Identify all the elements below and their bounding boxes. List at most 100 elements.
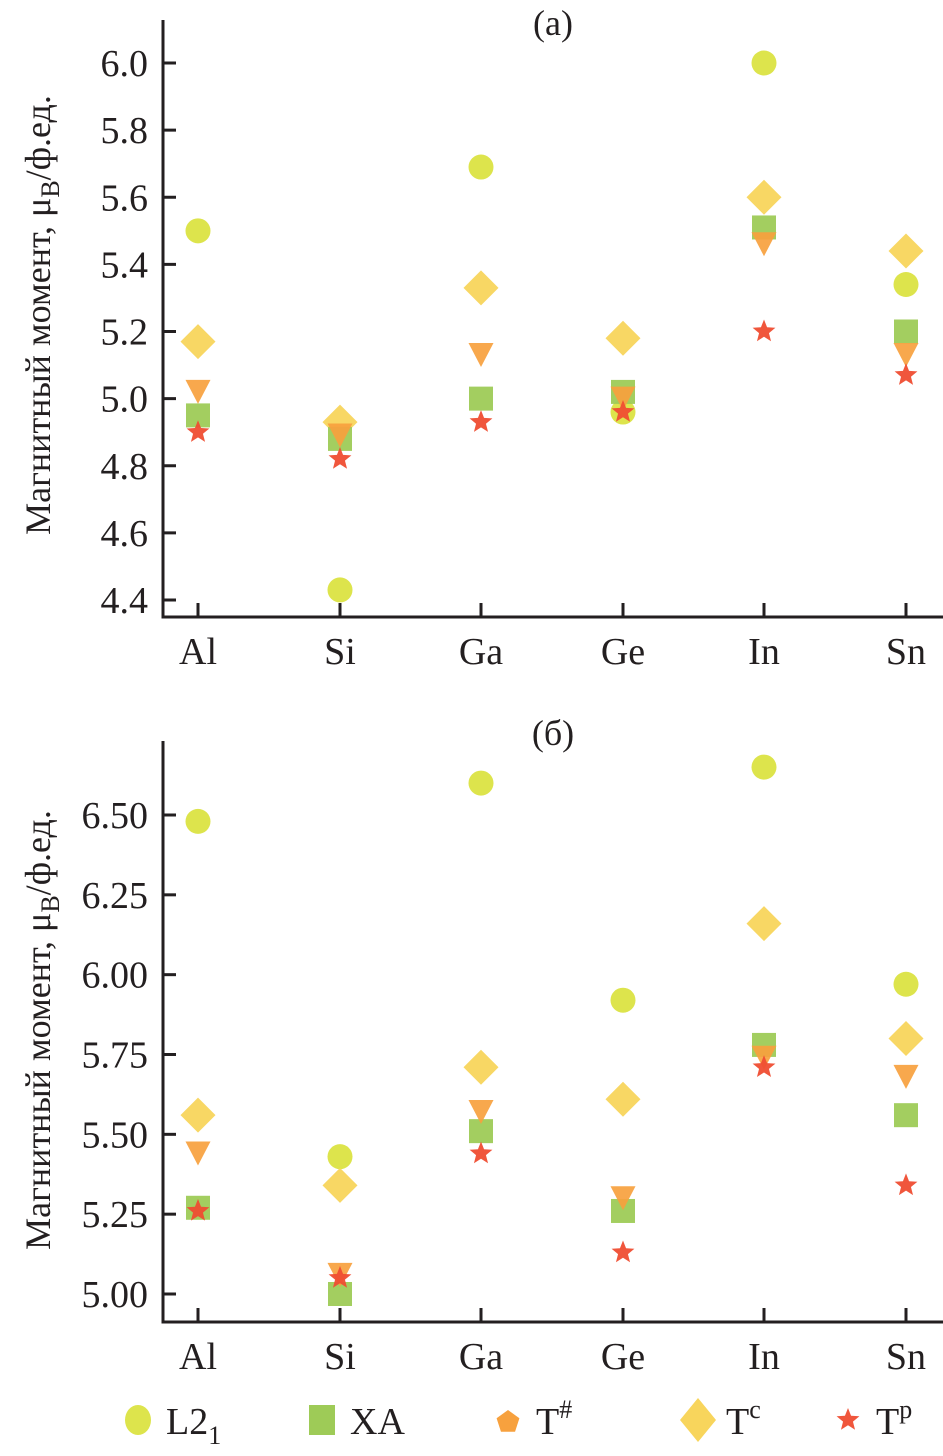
x-tick-label: Ga [459, 1336, 503, 1378]
x-tick-label: Si [324, 631, 356, 673]
panel-title: (б) [532, 713, 574, 753]
point-star-ge [611, 1240, 635, 1263]
y-tick-label: 5.6 [101, 177, 149, 219]
legend-label: L21 [166, 1401, 221, 1450]
y-tick-label: 5.75 [82, 1035, 149, 1077]
point-diamond-in [746, 179, 782, 215]
legend: L21 XA T# Tc Tp [125, 1395, 912, 1450]
point-circle-in [751, 754, 777, 780]
y-tick-label: 5.2 [101, 312, 149, 354]
legend-label: Tc [726, 1395, 761, 1443]
series-tp [186, 1055, 918, 1288]
axes [161, 741, 943, 1324]
legend-item: XA [309, 1401, 405, 1443]
y-axis-label: Магнитный момент, μB/ф.ед. [18, 95, 65, 535]
series-xa [186, 215, 918, 451]
series-tc [180, 179, 924, 440]
point-star-in [752, 1055, 776, 1077]
point-circle-in [751, 50, 777, 76]
y-tick-label: 6.0 [101, 43, 149, 85]
point-diamond-si [322, 1167, 358, 1203]
point-star-sn [894, 1173, 918, 1196]
y-tick-label: 5.0 [101, 379, 149, 421]
point-diamond-sn [888, 233, 924, 269]
y-tick-label: 6.50 [82, 795, 149, 837]
point-diamond-ga [463, 1049, 499, 1085]
x-tick-label: Sn [886, 631, 926, 673]
y-tick-label: 5.50 [82, 1114, 149, 1156]
point-star-in [752, 319, 776, 342]
legend-item: Tp [836, 1395, 912, 1443]
point-triangle-down-in [751, 232, 777, 257]
legend-item: Tc [680, 1395, 761, 1443]
x-tick-label: Si [324, 1336, 356, 1378]
y-tick-label: 5.00 [82, 1274, 149, 1316]
point-circle-si [327, 577, 353, 603]
point-diamond-in [746, 906, 782, 942]
point-triangle-down-ge [610, 1186, 636, 1211]
point-star-ge [611, 400, 635, 422]
point-diamond-al [180, 1097, 216, 1133]
point-square-sn [894, 1103, 918, 1128]
point-star-si [328, 447, 352, 469]
point-square-sn [894, 319, 918, 344]
legend-star-icon [836, 1408, 860, 1430]
point-circle-ga [468, 154, 494, 180]
legend-square-icon [309, 1405, 335, 1435]
legend-item: L21 [125, 1401, 221, 1450]
point-diamond-ga [463, 270, 499, 306]
point-triangle-down-al [185, 1141, 211, 1166]
legend-circle-icon [125, 1405, 151, 1435]
x-tick-label: Al [179, 1336, 217, 1378]
x-tick-label: Ga [459, 631, 503, 673]
axes [161, 20, 943, 619]
point-square-ga [469, 386, 493, 411]
y-tick-label: 4.4 [101, 580, 149, 622]
point-triangle-down-al [185, 379, 211, 404]
point-star-al [186, 1198, 210, 1221]
x-tick-label: In [748, 631, 780, 673]
point-circle-al [185, 218, 211, 244]
point-star-al [186, 420, 210, 442]
point-diamond-ge [605, 1081, 641, 1117]
legend-pentagon-icon [496, 1410, 520, 1432]
y-tick-label: 6.25 [82, 875, 149, 917]
point-diamond-ge [605, 320, 641, 356]
x-tick-label: Ge [601, 631, 645, 673]
y-tick-label: 5.4 [101, 244, 149, 286]
y-tick-label: 5.8 [101, 110, 149, 152]
point-triangle-down-sn [893, 1064, 919, 1089]
legend-label: XA [350, 1401, 405, 1443]
point-star-ga [469, 1141, 493, 1164]
series-tp [186, 319, 918, 469]
point-star-ga [469, 410, 493, 432]
point-circle-si [327, 1144, 353, 1170]
x-tick-label: Sn [886, 1336, 926, 1378]
series-xa [186, 1032, 918, 1306]
x-tick-label: Al [179, 631, 217, 673]
point-diamond-sn [888, 1021, 924, 1057]
point-circle-ga [468, 770, 494, 796]
y-axis-label: Магнитный момент, μB/ф.ед. [18, 810, 65, 1250]
y-tick-label: 6.00 [82, 955, 149, 997]
y-tick-label: 4.6 [101, 513, 149, 555]
point-circle-ge [610, 987, 636, 1013]
x-tick-label: In [748, 1336, 780, 1378]
series-tsharp [185, 232, 919, 448]
point-triangle-down-ga [468, 1099, 494, 1124]
series-tc [180, 906, 924, 1203]
y-tick-label: 5.25 [82, 1194, 149, 1236]
series-l2_1 [185, 50, 919, 603]
legend-label: T# [536, 1395, 572, 1443]
point-triangle-down-sn [893, 342, 919, 367]
panel-b: (б) 5.00 5.25 5.50 5.75 6.00 6.25 6.50 Al Si Ga Ge I… [18, 713, 943, 1378]
point-triangle-down-ge [610, 386, 636, 411]
point-triangle-down-si [327, 423, 353, 448]
y-tick-label: 4.8 [101, 446, 149, 488]
x-tick-label: Ge [601, 1336, 645, 1378]
point-circle-sn [893, 272, 919, 298]
legend-item: T# [496, 1395, 572, 1443]
point-circle-al [185, 808, 211, 834]
panel-a: (а) 4.4 4.6 4.8 5.0 5.2 5.4 5.6 5.8 6.0 Al Si Ga Ge In… [18, 3, 943, 673]
